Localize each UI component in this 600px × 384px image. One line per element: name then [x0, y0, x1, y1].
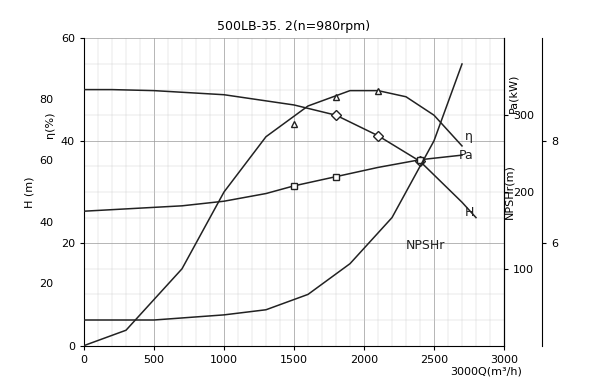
Text: 3000Q(m³/h): 3000Q(m³/h) — [450, 366, 522, 376]
Text: NPSHr(m): NPSHr(m) — [504, 165, 514, 219]
Text: 20: 20 — [40, 279, 53, 289]
Text: Pa: Pa — [459, 149, 474, 162]
Text: 40: 40 — [40, 218, 53, 228]
Title: 500LB-35. 2(n=980rpm): 500LB-35. 2(n=980rpm) — [217, 20, 371, 33]
Text: H (m): H (m) — [25, 176, 34, 208]
Text: η: η — [465, 130, 473, 143]
Text: 80: 80 — [40, 95, 53, 105]
Text: NPSHr: NPSHr — [406, 239, 445, 252]
Text: η(%): η(%) — [46, 111, 55, 138]
Text: H: H — [465, 206, 474, 219]
Text: 60: 60 — [40, 156, 53, 166]
Text: Pa(kW): Pa(kW) — [508, 74, 518, 113]
